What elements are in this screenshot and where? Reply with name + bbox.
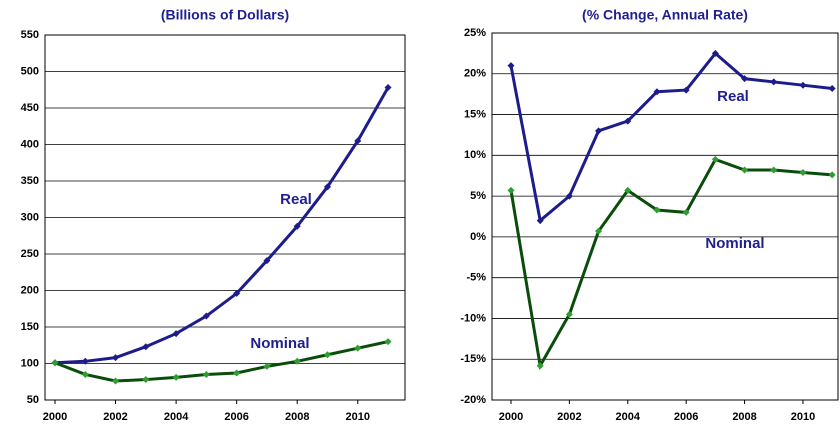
marker: [172, 373, 180, 381]
marker: [711, 49, 719, 57]
marker: [202, 370, 210, 378]
marker: [323, 183, 331, 191]
marker: [112, 377, 120, 385]
y-tick-label: 0%: [470, 231, 486, 243]
marker: [741, 166, 749, 174]
y-tick-label: 25%: [464, 27, 486, 39]
marker: [595, 127, 603, 135]
y-tick-label: -15%: [460, 353, 486, 365]
marker: [565, 192, 573, 200]
marker: [624, 117, 632, 125]
x-tick-label: 2008: [285, 411, 309, 423]
marker: [354, 137, 362, 145]
marker: [354, 344, 362, 352]
x-tick-label: 2002: [557, 411, 581, 423]
marker: [112, 354, 120, 362]
y-tick-label: -5%: [466, 272, 486, 284]
marker: [51, 359, 59, 367]
x-tick-label: 2008: [732, 411, 756, 423]
marker: [624, 186, 632, 194]
x-tick-label: 2000: [43, 411, 67, 423]
x-tick-label: 2000: [499, 411, 523, 423]
marker: [142, 343, 150, 351]
marker: [711, 155, 719, 163]
marker: [293, 222, 301, 230]
marker: [770, 78, 778, 86]
x-tick-label: 2004: [616, 411, 641, 423]
y-tick-label: 350: [21, 175, 39, 187]
marker: [81, 357, 89, 365]
y-tick-label: 250: [21, 248, 39, 260]
marker: [507, 186, 515, 194]
plot-frame: [44, 34, 406, 401]
marker: [507, 62, 515, 70]
series-line: [54, 340, 389, 383]
marker: [595, 227, 603, 235]
marker: [384, 338, 392, 346]
series-line: [509, 51, 833, 224]
x-tick-label: 2010: [346, 411, 370, 423]
series-line: [54, 86, 390, 365]
x-tick-label: 2006: [224, 411, 248, 423]
marker: [799, 168, 807, 176]
y-tick-label: 150: [21, 321, 39, 333]
marker: [799, 81, 807, 89]
chart-title: (% Change, Annual Rate): [582, 7, 748, 23]
y-tick-label: 450: [21, 102, 39, 114]
annotation: Nominal: [250, 335, 309, 352]
marker: [81, 370, 89, 378]
marker: [172, 330, 180, 338]
x-tick-label: 2006: [674, 411, 698, 423]
x-tick-label: 2002: [103, 411, 127, 423]
marker: [536, 217, 544, 225]
marker: [770, 166, 778, 174]
y-tick-label: 500: [21, 65, 39, 77]
marker: [263, 362, 271, 370]
marker: [323, 351, 331, 359]
marker: [263, 257, 271, 265]
y-tick-label: 400: [21, 138, 39, 150]
marker: [828, 84, 836, 92]
marker: [142, 376, 150, 384]
y-tick-label: 100: [21, 357, 39, 369]
y-tick-label: 10%: [464, 149, 486, 161]
y-tick-label: 20%: [464, 68, 486, 80]
y-tick-label: 15%: [464, 108, 486, 120]
y-tick-label: 200: [21, 284, 39, 296]
plot-frame: [491, 32, 839, 401]
marker: [536, 362, 544, 370]
marker: [565, 310, 573, 318]
series-line: [509, 157, 833, 371]
marker: [233, 289, 241, 297]
x-tick-label: 2010: [791, 411, 815, 423]
y-tick-label: 5%: [470, 190, 486, 202]
marker: [202, 312, 210, 320]
annotation: Real: [280, 191, 312, 208]
marker: [293, 357, 301, 365]
y-tick-label: -10%: [460, 312, 486, 324]
marker: [384, 84, 392, 92]
marker: [653, 88, 661, 96]
marker: [653, 206, 661, 214]
marker: [682, 208, 690, 216]
marker: [741, 75, 749, 83]
marker: [682, 86, 690, 94]
marker: [233, 369, 241, 377]
y-tick-label: 550: [21, 29, 39, 41]
y-tick-label: -20%: [460, 394, 486, 406]
y-tick-label: 50: [27, 394, 39, 406]
chart-title: (Billions of Dollars): [161, 7, 289, 23]
x-tick-label: 2004: [164, 411, 189, 423]
y-tick-label: 300: [21, 211, 39, 223]
marker: [828, 171, 836, 179]
annotation: Nominal: [705, 235, 764, 252]
annotation: Real: [717, 88, 749, 105]
